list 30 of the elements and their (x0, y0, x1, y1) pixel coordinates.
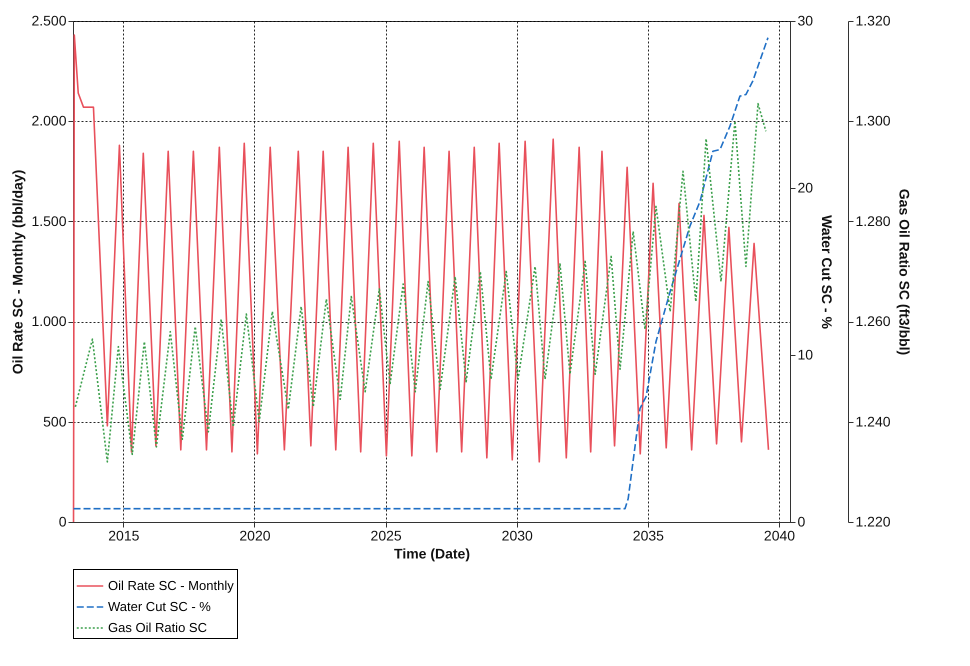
y-axis-title: Oil Rate SC - Monthly (bbl/day) (9, 170, 26, 374)
y-tick-label: 1.500 (31, 212, 67, 229)
y2-tick-label: 10 (798, 346, 814, 362)
y2-tick-label: 30 (798, 12, 814, 28)
y3-tick-label: 1.320 (856, 12, 891, 28)
y3-axis-title: Gas Oil Ratio SC (ft3/bbl) (896, 188, 913, 356)
x-tick-label: 2020 (239, 528, 271, 544)
x-tick-label: 2015 (108, 528, 140, 544)
y3-tick-label: 1.260 (856, 313, 891, 330)
y2-tick-label: 20 (798, 180, 814, 196)
y-tick-label: 0 (58, 514, 67, 530)
y-tick-label: 2.500 (31, 12, 67, 28)
line-series (74, 102, 767, 463)
y3-tick-label: 1.280 (856, 212, 891, 229)
x-tick-label: 2030 (502, 528, 534, 544)
y-tick-label: 2.000 (31, 112, 67, 129)
y2-tick-label: 0 (798, 514, 806, 530)
x-tick-label: 2035 (632, 528, 664, 544)
y3-tick-label: 1.240 (856, 413, 891, 430)
y2-axis-title: Water Cut SC - % (819, 215, 836, 330)
legend-label: Water Cut SC - % (108, 599, 212, 614)
y3-tick-label: 1.300 (856, 112, 891, 129)
x-tick-label: 2040 (764, 528, 796, 544)
legend-label: Gas Oil Ratio SC (108, 620, 207, 635)
y-tick-label: 500 (43, 413, 67, 430)
x-axis-title: Time (Date) (394, 546, 470, 562)
y-tick-label: 1.000 (31, 313, 67, 330)
y3-tick-label: 1.220 (856, 514, 891, 530)
x-tick-label: 2025 (370, 528, 402, 544)
legend-label: Oil Rate SC - Monthly (108, 578, 234, 593)
